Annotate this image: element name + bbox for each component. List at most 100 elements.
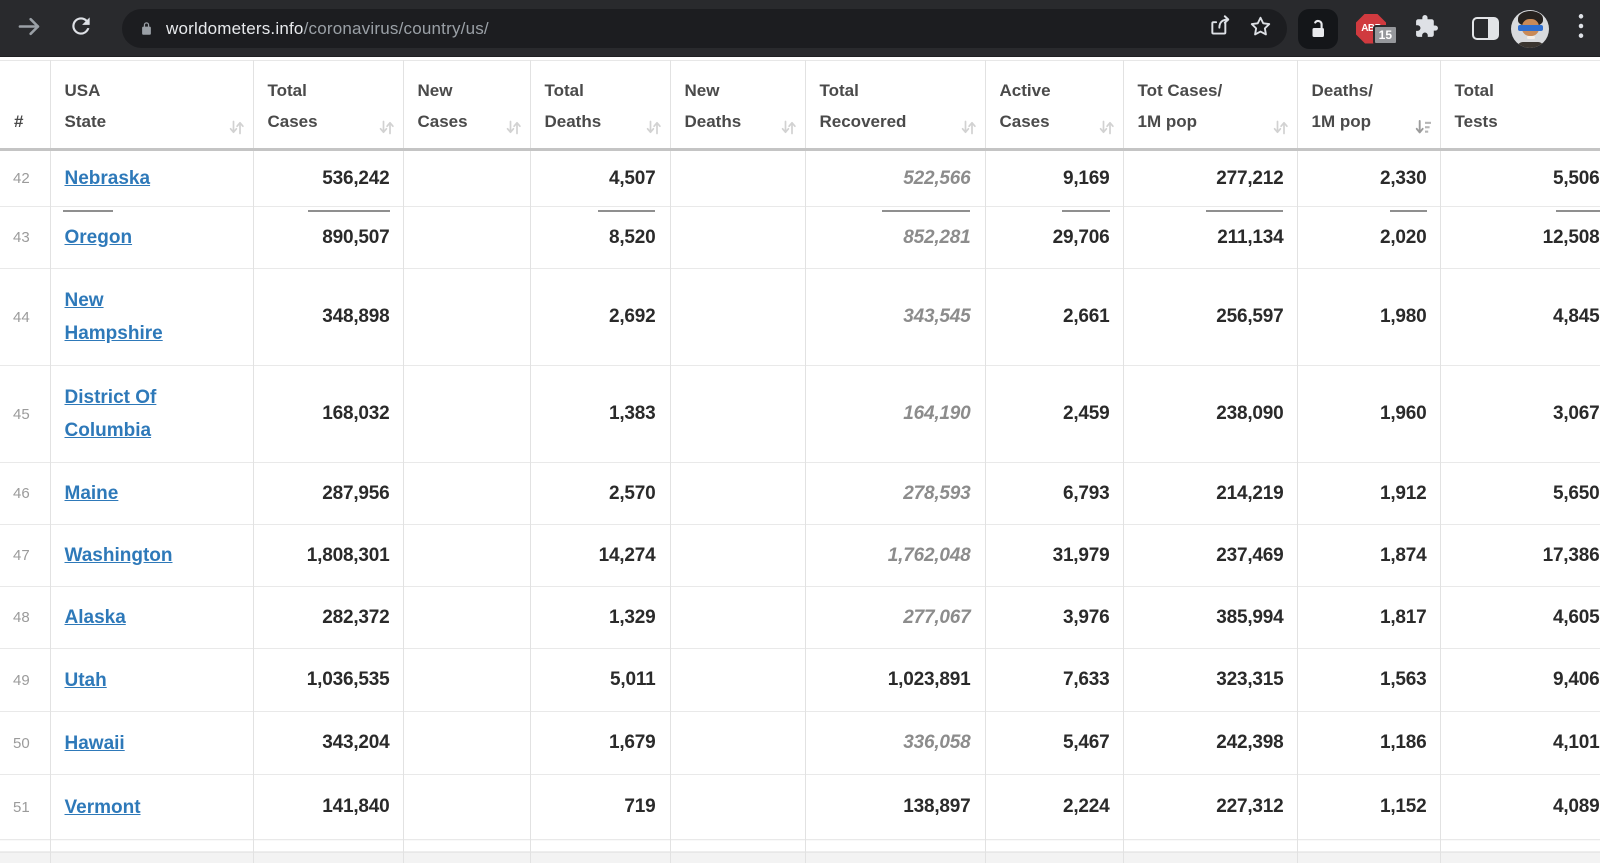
state-link[interactable]: Utah (64, 669, 107, 691)
address-bar[interactable]: worldometers.info/coronavirus/country/us… (122, 9, 1287, 48)
cell-total_deaths: 1,679 (530, 711, 671, 775)
cell-value: 7,633 (1062, 669, 1110, 690)
sort-toggle-icon[interactable] (1273, 119, 1289, 141)
cell-value: 5,506 (1552, 167, 1600, 189)
cell-cases_per_1m: 323,315 (1123, 648, 1298, 712)
state-link[interactable]: Oregon (64, 227, 133, 248)
sort-toggle-icon[interactable] (781, 119, 797, 141)
table-row: 50 Hawaii 343,204 1,679 336,058 5,467 242,398 1… (0, 711, 1600, 775)
cell-total_deaths: 4,507 (530, 149, 671, 207)
cell-value: 3,067 (1552, 403, 1600, 424)
column-header-deaths_per_1m[interactable]: Deaths/1M pop (1297, 60, 1441, 151)
column-header-active_cases[interactable]: Active Cases (985, 60, 1124, 151)
column-label: Total Deaths (544, 81, 602, 131)
reload-icon (68, 13, 94, 44)
sort-toggle-icon[interactable] (1099, 119, 1115, 141)
state-link[interactable]: Hawaii (64, 732, 125, 754)
cell-value: 1,874 (1379, 544, 1427, 566)
cell-value: 214,219 (1216, 482, 1284, 504)
sort-toggle-icon[interactable] (506, 119, 522, 141)
extensions-menu-button[interactable] (1414, 0, 1439, 57)
cell-value: 1,960 (1379, 403, 1427, 424)
sort-toggle-icon[interactable] (961, 119, 977, 141)
state-link[interactable]: Nebraska (64, 168, 151, 189)
clipped-text-fragment (1556, 210, 1600, 212)
browser-toolbar: worldometers.info/coronavirus/country/us… (0, 0, 1600, 57)
share-button[interactable] (1208, 13, 1234, 44)
cell-cases_per_1m: 214,219 (1123, 462, 1298, 525)
extension-lock-button[interactable] (1298, 0, 1338, 57)
cell-value: 1,980 (1379, 306, 1427, 327)
sort-toggle-icon[interactable] (646, 119, 662, 141)
column-header-total_recovered[interactable]: Total Recovered (805, 60, 986, 151)
column-header-new_cases[interactable]: New Cases (403, 60, 531, 151)
column-label: Active Cases (999, 81, 1051, 131)
cell-value: 1,023,891 (887, 669, 971, 690)
forward-button[interactable] (16, 0, 43, 57)
profile-avatar[interactable] (1511, 0, 1549, 57)
column-header-state[interactable]: USA State (50, 60, 254, 151)
cell-total_recovered: 522,566 (805, 149, 986, 207)
browser-menu-button[interactable] (1576, 0, 1586, 57)
state-cell: Alaska (50, 586, 254, 649)
state-cell: Washington (50, 524, 254, 587)
column-header-total_cases[interactable]: Total Cases (253, 60, 404, 151)
clipped-text-fragment (1390, 210, 1427, 212)
column-label: Total Tests (1454, 81, 1498, 131)
cell-value: 1,817 (1379, 606, 1427, 628)
cell-cases_per_1m: 385,994 (1123, 586, 1298, 649)
side-panel-button[interactable] (1472, 0, 1499, 57)
url-host: worldometers.info (166, 18, 304, 38)
cell-value: 2,330 (1379, 167, 1427, 189)
puzzle-piece-icon (1414, 14, 1439, 44)
cell-new_deaths (670, 462, 806, 525)
state-link[interactable]: Vermont (64, 796, 141, 818)
state-link[interactable]: District Of Columbia (64, 387, 157, 441)
cell-total_tests: 9,406 (1440, 648, 1600, 712)
cell-new_deaths (670, 648, 806, 712)
state-link[interactable]: Maine (64, 483, 119, 504)
cell-value: 1,912 (1379, 482, 1427, 504)
cell-value: 890,507 (322, 226, 390, 248)
forward-icon (16, 13, 43, 45)
column-header-cases_per_1m[interactable]: Tot Cases/1M pop (1123, 60, 1298, 151)
cell-active_cases: 5,467 (985, 711, 1124, 775)
cell-total_deaths: 1,383 (530, 365, 671, 463)
bookmark-star-button[interactable] (1248, 14, 1273, 44)
sort-toggle-icon[interactable] (229, 119, 245, 141)
cell-total_cases: 287,956 (253, 462, 404, 525)
reload-button[interactable] (68, 0, 94, 57)
sort-desc-active-icon[interactable] (1415, 119, 1432, 141)
table-row: 45 District Of Columbia 168,032 1,383 164,19… (0, 365, 1600, 463)
state-link[interactable]: New Hampshire (64, 290, 163, 344)
cell-deaths_per_1m: 1,912 (1297, 462, 1441, 525)
table-row: 46 Maine 287,956 2,570 278,593 6,793 214,219 1,… (0, 462, 1600, 525)
column-label: USA State (64, 81, 107, 131)
cell-value: 4,605 (1552, 606, 1600, 628)
cell-total_tests: 17,386 (1440, 524, 1600, 587)
cell-deaths_per_1m: 1,874 (1297, 524, 1441, 587)
cell-value: 5,650 (1552, 482, 1600, 504)
cell-total_deaths: 5,011 (530, 648, 671, 712)
cell-total_cases: 348,898 (253, 268, 404, 366)
cell-value: 1,679 (608, 732, 656, 753)
state-link[interactable]: Washington (64, 545, 173, 566)
state-link[interactable]: Alaska (64, 607, 126, 628)
column-header-total_tests[interactable]: Total Tests (1440, 60, 1600, 151)
state-cell: Utah (50, 648, 254, 712)
cell-value: 5,467 (1062, 732, 1110, 753)
column-header-new_deaths[interactable]: New Deaths (670, 60, 806, 151)
cell-deaths_per_1m: 1,563 (1297, 648, 1441, 712)
column-header-total_deaths[interactable]: Total Deaths (530, 60, 671, 151)
cell-deaths_per_1m: 1,152 (1297, 774, 1441, 840)
sort-toggle-icon[interactable] (379, 119, 395, 141)
cell-value: 29,706 (1052, 226, 1110, 248)
adblock-extension-button[interactable]: ABP 15 (1356, 0, 1398, 57)
cell-total_recovered: 277,067 (805, 586, 986, 649)
cell-value: 9,169 (1062, 167, 1110, 189)
cell-value: 168,032 (322, 403, 390, 424)
cell-value: 336,058 (903, 732, 971, 753)
cell-total_tests: 3,067 (1440, 365, 1600, 463)
cell-deaths_per_1m: 2,330 (1297, 149, 1441, 207)
ssl-lock-icon[interactable] (139, 21, 154, 36)
